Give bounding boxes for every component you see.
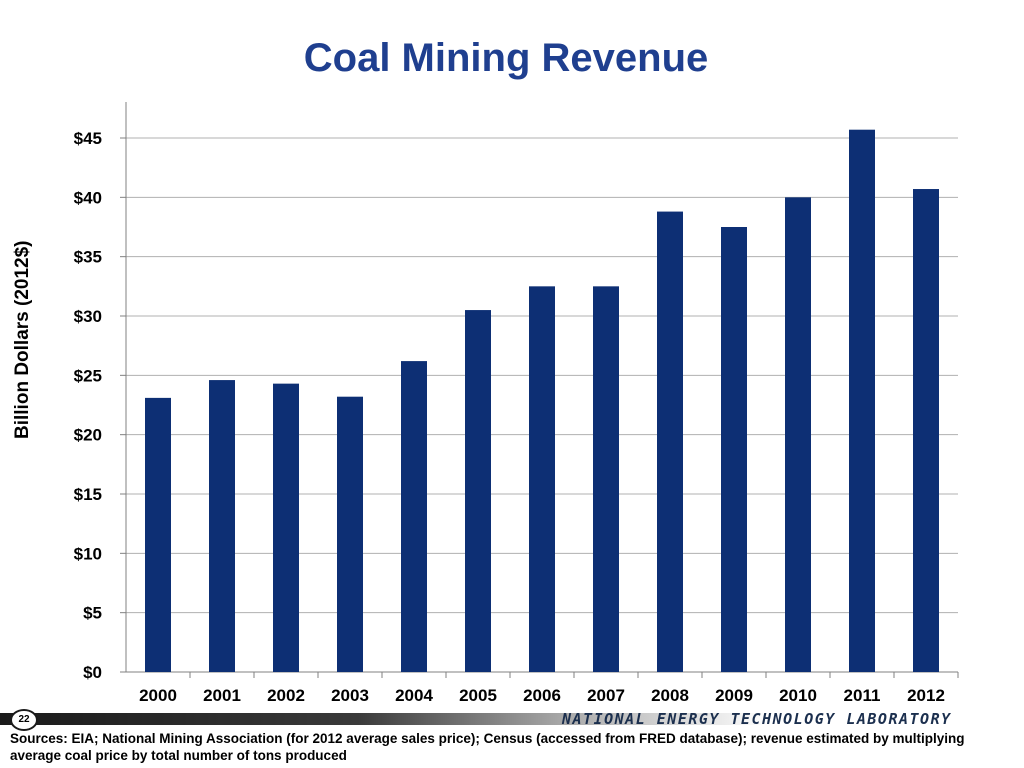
y-tick-label: $0 [83,663,102,682]
y-tick-label: $30 [74,307,102,326]
slide-title: Coal Mining Revenue [303,36,709,80]
y-tick-label: $40 [74,188,102,207]
bar-2008 [657,211,683,672]
bar-2012 [913,189,939,672]
x-tick-label: 2002 [267,686,305,705]
x-tick-label: 2012 [907,686,945,705]
x-tick-label: 2006 [523,686,561,705]
x-tick-label: 2001 [203,686,241,705]
bar-2006 [529,286,555,672]
bar-2010 [785,197,811,673]
bar-2005 [465,310,491,672]
y-tick-label: $15 [74,485,102,504]
bar-2009 [721,227,747,672]
x-tick-label: 2007 [587,686,625,705]
bar-2000 [145,397,171,672]
page-number-badge: 22 [10,709,38,731]
y-tick-label: $35 [74,248,102,267]
x-tick-label: 2003 [331,686,369,705]
bar-2004 [401,361,427,672]
x-tick-label: 2011 [844,686,881,705]
y-tick-label: $20 [74,426,102,445]
bar-2002 [273,383,299,672]
sources-note: Sources: EIA; National Mining Associatio… [10,731,965,763]
org-logo: NATIONAL ENERGY TECHNOLOGY LABORATORY [562,710,952,728]
y-tick-label: $5 [83,604,102,623]
x-tick-label: 2009 [715,686,753,705]
x-tick-label: 2000 [139,686,177,705]
x-tick-label: 2004 [395,686,433,705]
bar-2001 [209,380,235,672]
y-tick-label: $45 [74,129,102,148]
bar-chart: $0 $5 $10 $15 $20 $25 $30 $35 $40 $45 2000 2001 2002… [74,102,959,705]
bar-2011 [849,129,875,672]
x-tick-label: 2005 [459,686,497,705]
bar-2003 [337,396,363,672]
x-tick-label: 2008 [651,686,689,705]
footer-gradient-bar [0,713,1024,725]
y-tick-label: $25 [74,366,102,385]
y-tick-label: $10 [74,544,102,563]
x-tick-label: 2010 [779,686,817,705]
bar-2007 [593,286,619,672]
